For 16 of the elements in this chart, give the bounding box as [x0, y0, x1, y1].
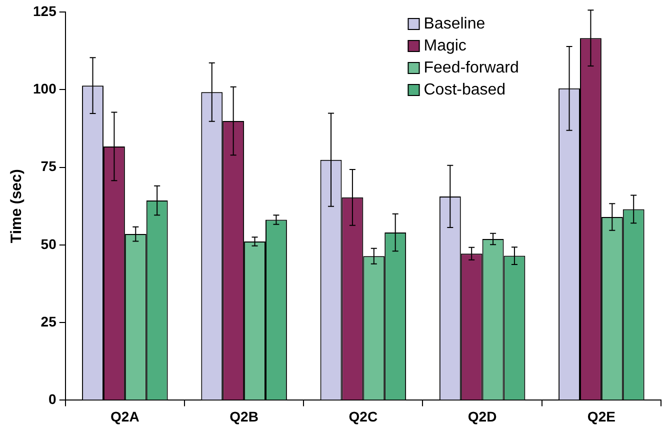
x-tick-label: Q2A — [110, 408, 140, 424]
y-tick-label: 75 — [40, 158, 57, 174]
x-tick-label: Q2B — [230, 408, 258, 424]
y-axis-title: Time (sec) — [8, 169, 26, 244]
legend-label: Baseline — [424, 15, 486, 32]
y-tick-label: 125 — [33, 2, 57, 19]
x-tick-label: Q2E — [587, 408, 616, 424]
legend-label: Cost-based — [424, 81, 506, 98]
x-tick-label: Q2C — [348, 408, 378, 424]
y-tick-label: 100 — [33, 80, 57, 96]
legend-label: Feed-forward — [424, 59, 519, 76]
y-tick-label: 50 — [40, 236, 57, 252]
y-tick-label: 0 — [48, 391, 57, 408]
x-tick-label: Q2D — [468, 408, 497, 424]
y-tick-label: 25 — [40, 313, 57, 330]
legend-label: Magic — [424, 37, 466, 54]
